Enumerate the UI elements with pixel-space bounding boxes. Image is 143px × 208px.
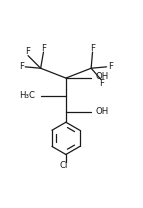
Text: F: F [99, 79, 104, 88]
Text: H₃C: H₃C [19, 91, 35, 100]
Text: Cl: Cl [59, 161, 67, 170]
Text: F: F [90, 44, 95, 53]
Text: F: F [108, 62, 113, 71]
Text: F: F [25, 47, 30, 56]
Text: OH: OH [96, 106, 109, 115]
Text: OH: OH [96, 72, 109, 81]
Text: F: F [19, 62, 24, 71]
Text: F: F [41, 44, 46, 53]
